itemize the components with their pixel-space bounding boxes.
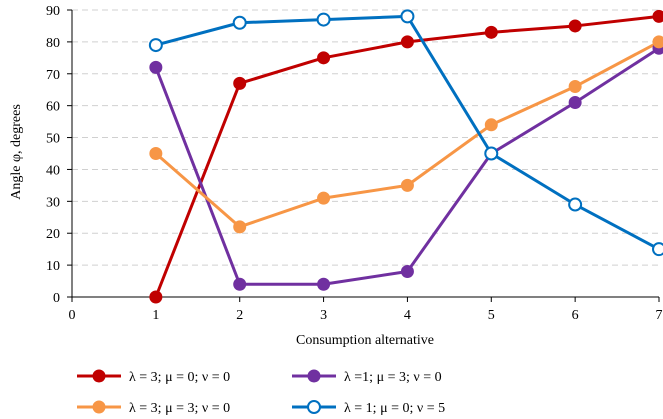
legend-marker-swatch <box>307 369 321 383</box>
x-tick-label: 6 <box>572 308 579 323</box>
y-tick-label: 70 <box>46 68 60 83</box>
y-tick-label: 40 <box>46 163 60 178</box>
data-point-s4-1 <box>148 38 163 53</box>
data-point-s3-7 <box>652 35 663 49</box>
x-tick-label: 3 <box>320 308 327 323</box>
legend-label: λ =1; μ = 3; ν = 0 <box>344 370 442 385</box>
axes <box>67 9 660 302</box>
x-tick-label: 7 <box>656 308 663 323</box>
data-point-s1-5 <box>484 25 498 39</box>
data-point-s4-2 <box>232 15 247 30</box>
y-tick-label: 20 <box>46 227 60 242</box>
data-point-s1-7 <box>652 9 663 23</box>
legend: λ = 3; μ = 0; ν = 0 λ =1; μ = 3; ν = 0 λ =… <box>77 369 445 416</box>
legend-marker-swatch <box>307 400 321 414</box>
y-tick-label: 30 <box>46 195 60 210</box>
x-tick-labels: 0 1 2 3 4 5 6 7 <box>69 308 663 323</box>
y-tick-label: 50 <box>46 132 60 147</box>
x-tick-label: 2 <box>236 308 243 323</box>
data-point-s1-1 <box>149 290 163 304</box>
legend-item-4: λ = 1; μ = 0; ν = 5 <box>292 400 445 416</box>
series-lines <box>154 14 660 298</box>
y-axis-title: Angle φ, degrees <box>9 104 24 200</box>
data-point-s1-3 <box>317 51 331 65</box>
data-point-s4-5 <box>484 146 499 161</box>
data-point-s4-6 <box>568 197 583 212</box>
y-tick-label: 0 <box>53 291 60 306</box>
x-tick-label: 0 <box>69 308 76 323</box>
x-tick-label: 1 <box>152 308 159 323</box>
x-axis-title: Consumption alternative <box>296 333 434 348</box>
legend-label: λ = 1; μ = 0; ν = 5 <box>344 401 445 416</box>
data-point-s4-7 <box>652 242 663 257</box>
data-point-s2-6 <box>568 95 582 109</box>
legend-item-3: λ = 3; μ = 3; ν = 0 <box>77 400 230 416</box>
y-tick-label: 90 <box>46 4 60 19</box>
data-point-s2-1 <box>149 60 163 74</box>
legend-label: λ = 3; μ = 3; ν = 0 <box>129 401 230 416</box>
data-point-s1-6 <box>568 19 582 33</box>
data-point-s3-4 <box>400 178 414 192</box>
series-line-4 <box>155 14 660 251</box>
data-point-s2-2 <box>233 277 247 291</box>
data-point-s4-3 <box>316 12 331 27</box>
data-point-s4-4 <box>400 9 415 24</box>
gridlines <box>72 9 659 266</box>
data-point-s2-3 <box>317 277 331 291</box>
data-point-s3-3 <box>317 191 331 205</box>
series-points <box>148 9 663 304</box>
legend-marker-swatch <box>92 369 106 383</box>
series-line-3 <box>154 40 660 229</box>
x-tick-label: 5 <box>488 308 495 323</box>
data-point-s1-4 <box>400 35 414 49</box>
legend-marker-swatch <box>92 400 106 414</box>
data-point-s2-4 <box>400 264 414 278</box>
legend-label: λ = 3; μ = 0; ν = 0 <box>129 370 230 385</box>
data-point-s3-1 <box>149 147 163 160</box>
series-line-1 <box>154 14 660 298</box>
data-point-s3-5 <box>484 118 498 132</box>
data-point-s3-2 <box>233 220 247 234</box>
x-tick-label: 4 <box>404 308 411 323</box>
data-point-s1-2 <box>233 76 247 90</box>
y-tick-labels: 0 10 20 30 40 50 60 70 80 90 <box>46 4 60 306</box>
y-tick-label: 80 <box>46 36 60 51</box>
data-point-s3-6 <box>568 80 582 94</box>
y-tick-label: 10 <box>46 259 60 274</box>
y-tick-label: 60 <box>46 100 60 115</box>
legend-item-2: λ =1; μ = 3; ν = 0 <box>292 369 442 385</box>
legend-item-1: λ = 3; μ = 0; ν = 0 <box>77 369 230 385</box>
